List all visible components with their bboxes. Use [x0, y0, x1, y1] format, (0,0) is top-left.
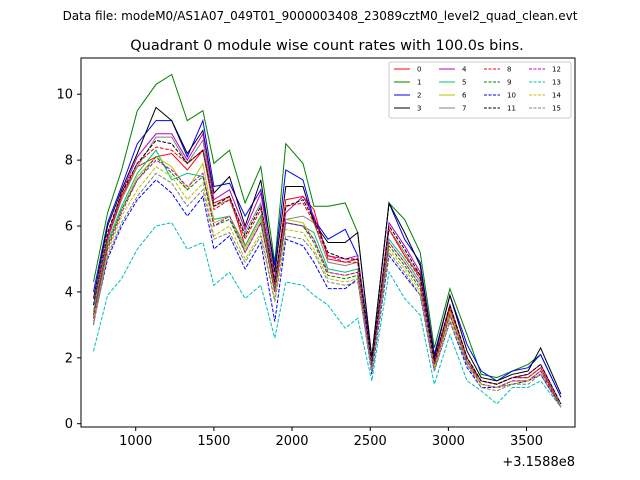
x-tick-label: 2500 — [354, 434, 387, 449]
datafile-label: Data file: modeM0/AS1A07_049T01_90000034… — [63, 9, 578, 23]
y-tick-label: 0 — [65, 417, 73, 432]
legend-label-1: 1 — [417, 79, 421, 87]
legend-label-9: 9 — [507, 79, 511, 87]
x-tick-label: 3500 — [510, 434, 543, 449]
series-line-10 — [93, 179, 562, 408]
legend-label-6: 6 — [462, 92, 467, 100]
y-tick-label: 8 — [65, 154, 73, 169]
y-axis: 0 2 4 6 8 10 — [56, 88, 81, 432]
legend-label-3: 3 — [417, 105, 421, 113]
legend-label-13: 13 — [552, 79, 561, 87]
x-axis: 1000 1500 2000 2500 3000 3500 — [119, 427, 543, 449]
legend-label-11: 11 — [507, 105, 516, 113]
series-line-13 — [93, 222, 562, 408]
series-line-9 — [93, 156, 562, 408]
series-line-11 — [93, 139, 562, 405]
legend-label-14: 14 — [552, 92, 561, 100]
legend-label-0: 0 — [417, 66, 421, 74]
legend-label-7: 7 — [462, 105, 466, 113]
x-offset-label: +3.1588e8 — [502, 455, 575, 470]
chart-title: Quadrant 0 module wise count rates with … — [130, 38, 524, 54]
y-tick-label: 10 — [56, 88, 73, 103]
x-tick-label: 1500 — [197, 434, 230, 449]
legend-label-2: 2 — [417, 92, 421, 100]
series-line-4 — [93, 132, 562, 405]
y-tick-label: 4 — [65, 285, 73, 300]
x-tick-label: 2000 — [275, 434, 308, 449]
plot-lines — [93, 73, 562, 408]
series-line-0 — [93, 149, 562, 408]
series-line-12 — [93, 159, 562, 408]
legend-label-10: 10 — [507, 92, 516, 100]
series-line-7 — [93, 136, 562, 405]
series-line-1 — [93, 73, 562, 398]
legend-label-8: 8 — [507, 66, 511, 74]
plot-frame — [80, 57, 576, 428]
x-tick-label: 1000 — [119, 434, 152, 449]
series-line-15 — [93, 172, 562, 408]
series-line-14 — [93, 166, 562, 408]
y-tick-label: 6 — [65, 220, 73, 235]
legend-label-15: 15 — [552, 105, 561, 113]
x-tick-label: 3000 — [432, 434, 465, 449]
legend-box — [388, 61, 572, 119]
y-tick-label: 2 — [65, 351, 73, 366]
legend-label-12: 12 — [552, 66, 561, 74]
legend-label-5: 5 — [462, 79, 466, 87]
legend-label-4: 4 — [462, 66, 467, 74]
series-line-3 — [93, 106, 562, 395]
